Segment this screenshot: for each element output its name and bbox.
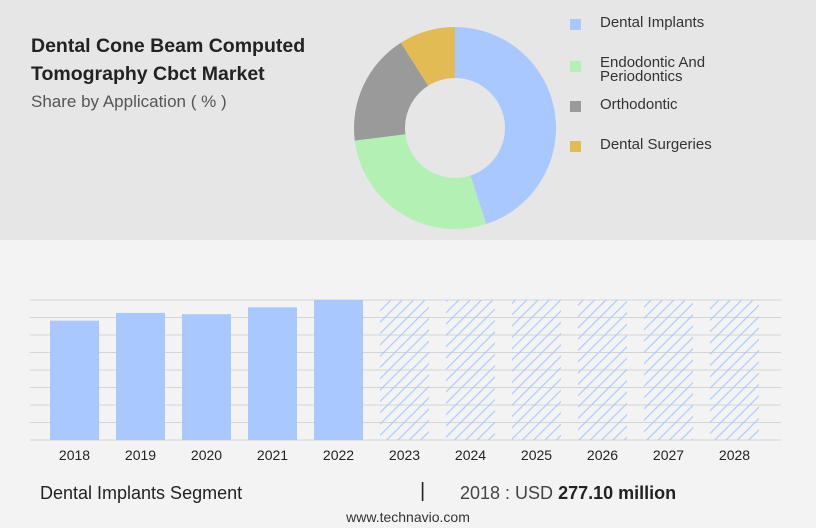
footer-value-prefix: 2018 : USD [460,483,554,503]
footer-value-amount: 277.10 million [558,483,677,503]
footer-value: 2018 : USD 277.10 million [460,483,676,504]
bar-2026 [578,300,627,440]
legend-label: Orthodontic [600,96,678,113]
x-tick-label: 2028 [719,447,750,463]
bar-2020 [182,314,231,440]
legend-swatch [570,101,581,112]
footer-segment: Dental Implants Segment [40,483,243,503]
x-tick-label: 2018 [59,447,90,463]
legend-swatch [570,19,581,30]
x-tick-label: 2019 [125,447,156,463]
legend-swatch [570,61,581,72]
donut-slice-dental-surgeries [400,27,455,86]
legend-label: Endodontic And Periodontics [600,54,706,85]
x-tick-label: 2024 [455,447,486,463]
donut-slice-endodontic-and-periodontics [354,134,487,230]
footer-url[interactable]: www.technavio.com [346,509,470,525]
x-tick-label: 2022 [323,447,354,463]
bar-2024 [446,300,495,440]
bar-2022 [314,300,363,440]
footer-separator: | [420,480,426,502]
legend-label: Dental Surgeries [600,136,712,153]
donut-slice-orthodontic [354,42,429,141]
donut-slice-dental-implants [455,27,556,225]
x-tick-label: 2021 [257,447,288,463]
bar-2025 [512,300,561,440]
bar-2027 [644,300,693,440]
bar-chart: 2018 2019 2020 2021 2022 2023 2024 2025 2026 2027… [30,299,781,463]
x-tick-label: 2026 [587,447,618,463]
x-tick-label: 2023 [389,447,420,463]
donut-chart [354,27,556,230]
legend-swatch [570,141,581,152]
x-tick-label: 2025 [521,447,552,463]
bar-2018 [50,320,99,440]
bar-2021 [248,307,297,440]
bar-2019 [116,312,165,440]
bar-2028 [710,300,759,440]
x-tick-label: 2027 [653,447,684,463]
x-tick-label: 2020 [191,447,222,463]
chart-subtitle: Share by Application ( % ) [31,92,227,111]
chart-title: Dental Cone Beam Computed Tomography Cbc… [31,35,306,85]
legend-label: Dental Implants [600,14,705,31]
bar-2023 [380,300,429,440]
